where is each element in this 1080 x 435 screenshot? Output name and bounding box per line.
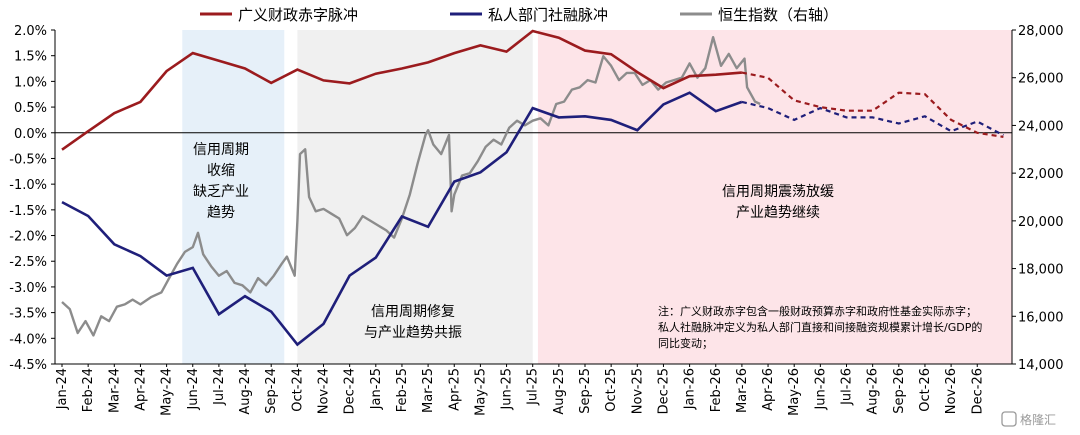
x-tick-label: Feb-24 <box>81 368 96 412</box>
annotation-line: 缺乏产业 <box>193 184 249 200</box>
x-tick-label: Jul-24 <box>212 368 227 406</box>
annotation-line: 信用周期 <box>193 142 249 158</box>
y-right-tick-label: 26,000 <box>1018 72 1064 87</box>
x-tick-label: Jun-26 <box>813 368 828 411</box>
shaded-region-2 <box>537 30 1012 364</box>
series-line-fiscal-forecast <box>741 71 1004 138</box>
shaded-regions <box>182 30 1012 364</box>
y-right-tick-label: 28,000 <box>1018 24 1064 39</box>
x-tick-label: Jun-24 <box>186 368 201 411</box>
x-tick-label: Mar-26 <box>735 368 750 413</box>
footnote-line: 私人社融脉冲定义为私人部门直接和间接融资规模累计增长/GDP的 <box>658 320 982 334</box>
x-tick-label: Apr-24 <box>133 368 148 411</box>
y-left-tick-label: 1.0% <box>14 75 47 90</box>
series-lines <box>61 29 1004 347</box>
y-right-tick-label: 20,000 <box>1018 215 1064 230</box>
x-tick-label: Oct-26 <box>918 368 933 412</box>
y-right-tick-label: 24,000 <box>1018 119 1064 134</box>
x-tick-label: Jul-26 <box>840 368 855 406</box>
y-left-tick-label: -2.5% <box>9 255 47 270</box>
footnote-line: 注：广义财政赤字包含一般财政预算赤字和政府性基金实际赤字； <box>658 304 977 318</box>
x-tick-label: Mar-25 <box>421 368 436 413</box>
x-tick-label: Nov-24 <box>317 368 332 414</box>
series-line-credit <box>61 91 743 347</box>
watermark: 格隆汇 <box>1001 411 1056 427</box>
x-tick-label: Jul-25 <box>526 368 541 406</box>
legend: 广义财政赤字脉冲 私人部门社融脉冲 恒生指数（右轴） <box>200 6 838 24</box>
y-left-tick-label: -3.0% <box>9 281 47 296</box>
annotation-line: 收缩 <box>207 163 235 179</box>
x-tick-label: Sep-24 <box>264 368 279 414</box>
x-tick-label: Aug-24 <box>238 368 253 415</box>
y-left-tick-label: 0.0% <box>14 127 47 142</box>
y-right-tick-label: 16,000 <box>1018 310 1064 325</box>
annotation-credit-oscillate: 信用周期震荡放缓 产业趋势继续 <box>722 184 834 221</box>
y-left-tick-label: -3.5% <box>9 307 47 322</box>
x-tick-label: Mar-24 <box>107 368 122 413</box>
x-tick-label: Sep-26 <box>892 368 907 414</box>
y-left-tick-label: -1.0% <box>9 178 47 193</box>
y-left-tick-label: -4.0% <box>9 332 47 347</box>
x-tick-label: Apr-26 <box>761 368 776 411</box>
x-tick-label: Sep-25 <box>578 368 593 414</box>
y-right-tick-label: 14,000 <box>1018 358 1064 373</box>
x-tick-label: Feb-25 <box>395 368 410 412</box>
x-tick-label: May-25 <box>473 368 488 416</box>
watermark-text: 格隆汇 <box>1020 412 1056 427</box>
x-tick-label: Aug-26 <box>866 368 881 415</box>
watermark-logo-icon <box>1001 411 1017 427</box>
x-tick-label: May-24 <box>160 368 175 416</box>
annotation-line: 与产业趋势共振 <box>364 325 462 341</box>
y-left-tick-label: 0.5% <box>14 101 47 116</box>
x-tick-label: Oct-24 <box>290 368 305 412</box>
annotation-credit-shortage: 信用周期 收缩 缺乏产业 趋势 <box>193 142 249 221</box>
x-tick-label: Jan-24 <box>55 368 70 410</box>
annotation-line: 趋势 <box>207 205 235 221</box>
x-tick-label: Jan-25 <box>369 368 384 410</box>
legend-label-credit: 私人部门社融脉冲 <box>488 6 608 24</box>
x-tick-label: Jan-26 <box>683 368 698 410</box>
x-tick-label: Feb-26 <box>709 368 724 412</box>
series-line-credit-forecast <box>741 100 1004 137</box>
annotation-line: 信用周期修复 <box>371 303 455 320</box>
y-left-tick-label: -4.5% <box>9 358 47 373</box>
x-tick-label: Dec-26 <box>970 368 985 414</box>
x-tick-label: Apr-25 <box>447 368 462 411</box>
y-left-tick-label: 2.0% <box>14 24 47 39</box>
x-tick-label: Jun-25 <box>500 368 515 411</box>
x-tick-label: Dec-24 <box>343 368 358 414</box>
footnote: 注：广义财政赤字包含一般财政预算赤字和政府性基金实际赤字； 私人社融脉冲定义为私… <box>658 304 982 350</box>
annotation-line: 信用周期震荡放缓 <box>722 184 834 200</box>
annotation-credit-repair: 信用周期修复 与产业趋势共振 <box>364 303 462 341</box>
x-tick-label: Nov-26 <box>944 368 959 414</box>
x-tick-label: Nov-25 <box>630 368 645 414</box>
axes: 2.0% 1.5% 1.0% 0.5% 0.0% -0.5% -1.0% -1.5% -2.0%… <box>9 24 1063 416</box>
legend-label-hsi: 恒生指数（右轴） <box>718 6 838 24</box>
x-tick-label: Oct-25 <box>604 368 619 412</box>
series-line-fiscal <box>61 29 743 151</box>
legend-label-fiscal: 广义财政赤字脉冲 <box>238 6 358 24</box>
y-left-tick-label: -0.5% <box>9 152 47 167</box>
annotation-line: 产业趋势继续 <box>736 204 820 221</box>
x-tick-label: May-26 <box>787 368 802 416</box>
y-left-tick-label: -1.5% <box>9 204 47 219</box>
x-tick-label: Aug-25 <box>552 368 567 415</box>
x-tick-label: Dec-25 <box>656 368 671 414</box>
y-right-tick-label: 22,000 <box>1018 167 1064 182</box>
y-left-tick-label: 1.5% <box>14 50 47 65</box>
y-left-tick-label: -2.0% <box>9 230 47 245</box>
footnote-line: 同比变动； <box>658 336 713 350</box>
y-right-tick-label: 18,000 <box>1018 263 1064 278</box>
shaded-region-1 <box>297 30 533 364</box>
series-line-hsi <box>61 36 761 337</box>
